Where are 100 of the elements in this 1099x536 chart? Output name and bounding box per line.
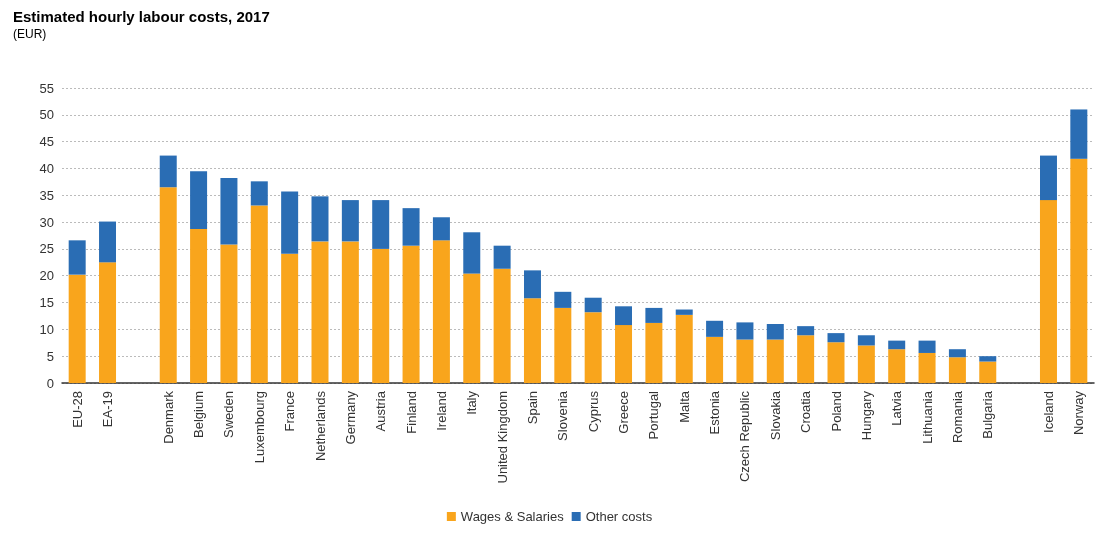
bar: [645, 322, 663, 383]
x-tick-label: EU-28: [69, 391, 85, 428]
bar: [827, 342, 845, 383]
x-tick-label: Finland: [403, 391, 419, 434]
bar: [675, 314, 693, 383]
bar: [281, 191, 299, 254]
bar: [706, 320, 724, 337]
bar: [99, 221, 117, 263]
x-tick-label: Iceland: [1040, 391, 1056, 433]
bar: [888, 340, 906, 350]
bar: [159, 155, 177, 188]
chart-subtitle: (EUR): [13, 27, 47, 41]
bar: [402, 245, 420, 383]
bar: [250, 181, 268, 206]
bar: [220, 178, 238, 245]
bar: [857, 345, 875, 383]
bar: [736, 339, 754, 383]
y-tick-label: 35: [39, 187, 54, 203]
bar: [797, 326, 815, 336]
bar: [311, 196, 329, 242]
y-tick-label: 15: [39, 295, 54, 311]
bar: [523, 298, 541, 383]
bar: [554, 291, 572, 308]
bar: [584, 297, 602, 313]
bar: [1070, 158, 1088, 383]
x-tick-label: Sweden: [221, 391, 237, 438]
bar: [766, 339, 784, 383]
bar: [979, 361, 997, 383]
bar: [675, 309, 693, 315]
bar: [190, 229, 208, 383]
x-tick-label: Estonia: [707, 390, 723, 435]
x-tick-label: Lithuania: [919, 390, 935, 444]
x-tick-label: Luxembourg: [251, 391, 267, 464]
legend-label: Wages & Salaries: [460, 509, 565, 524]
bar: [918, 340, 936, 353]
bar: [463, 273, 481, 383]
x-tick-label: Slovenia: [555, 390, 571, 441]
y-tick-label: 25: [39, 241, 54, 257]
chart-title: Estimated hourly labour costs, 2017: [13, 8, 270, 25]
y-tick-label: 45: [39, 134, 54, 150]
x-tick-label: Cyprus: [585, 390, 601, 433]
bar: [706, 336, 724, 383]
y-tick-label: 55: [39, 80, 54, 96]
x-tick-label: Czech Republic: [737, 390, 753, 483]
x-tick-label: France: [282, 391, 298, 432]
x-tick-label: Greece: [616, 391, 632, 434]
bar: [341, 200, 359, 242]
y-tick-label: 0: [46, 375, 54, 391]
bar: [645, 307, 663, 323]
x-tick-label: Croatia: [798, 390, 814, 433]
bar: [281, 253, 299, 383]
bar: [432, 240, 450, 383]
bar: [432, 217, 450, 241]
x-tick-label: Ireland: [433, 391, 449, 431]
bar: [372, 248, 390, 383]
x-tick-label: United Kingdom: [494, 391, 510, 484]
bar: [1039, 155, 1057, 201]
bar: [615, 325, 633, 383]
x-tick-label: Romania: [949, 390, 965, 444]
x-tick-label: Netherlands: [312, 390, 328, 462]
x-tick-label: Italy: [464, 390, 480, 415]
bar: [736, 322, 754, 340]
bar: [402, 208, 420, 246]
y-tick-label: 20: [39, 268, 54, 284]
bar: [250, 205, 268, 383]
bar: [979, 356, 997, 362]
legend-label: Other costs: [585, 509, 653, 524]
bar: [1039, 200, 1057, 383]
x-tick-label: Slovakia: [767, 390, 783, 441]
bar: [888, 349, 906, 383]
bar: [493, 268, 511, 383]
y-tick-label: 10: [39, 321, 54, 337]
x-tick-label: Poland: [828, 391, 844, 432]
bar: [523, 270, 541, 299]
bar: [827, 333, 845, 343]
bar: [948, 357, 966, 383]
x-tick-label: Austria: [373, 390, 389, 432]
y-tick-label: 30: [39, 214, 54, 230]
bar: [311, 241, 329, 383]
bar: [341, 241, 359, 383]
y-tick-label: 40: [39, 160, 54, 176]
bar: [68, 240, 86, 275]
bar: [857, 335, 875, 346]
bar: [766, 324, 784, 340]
bar: [615, 306, 633, 326]
bar: [68, 274, 86, 383]
y-tick-label: 5: [46, 348, 54, 364]
bar: [463, 232, 481, 274]
bar: [220, 244, 238, 383]
x-tick-label: Spain: [524, 391, 540, 425]
bar: [948, 349, 966, 358]
bar: [372, 200, 390, 249]
bar: [554, 307, 572, 383]
x-tick-label: Hungary: [858, 390, 874, 441]
bar: [584, 312, 602, 383]
bar: [918, 352, 936, 383]
x-tick-label: Latvia: [889, 390, 905, 426]
bar: [159, 187, 177, 383]
x-tick-label: EA-19: [100, 391, 116, 428]
x-tick-label: Denmark: [160, 390, 176, 444]
